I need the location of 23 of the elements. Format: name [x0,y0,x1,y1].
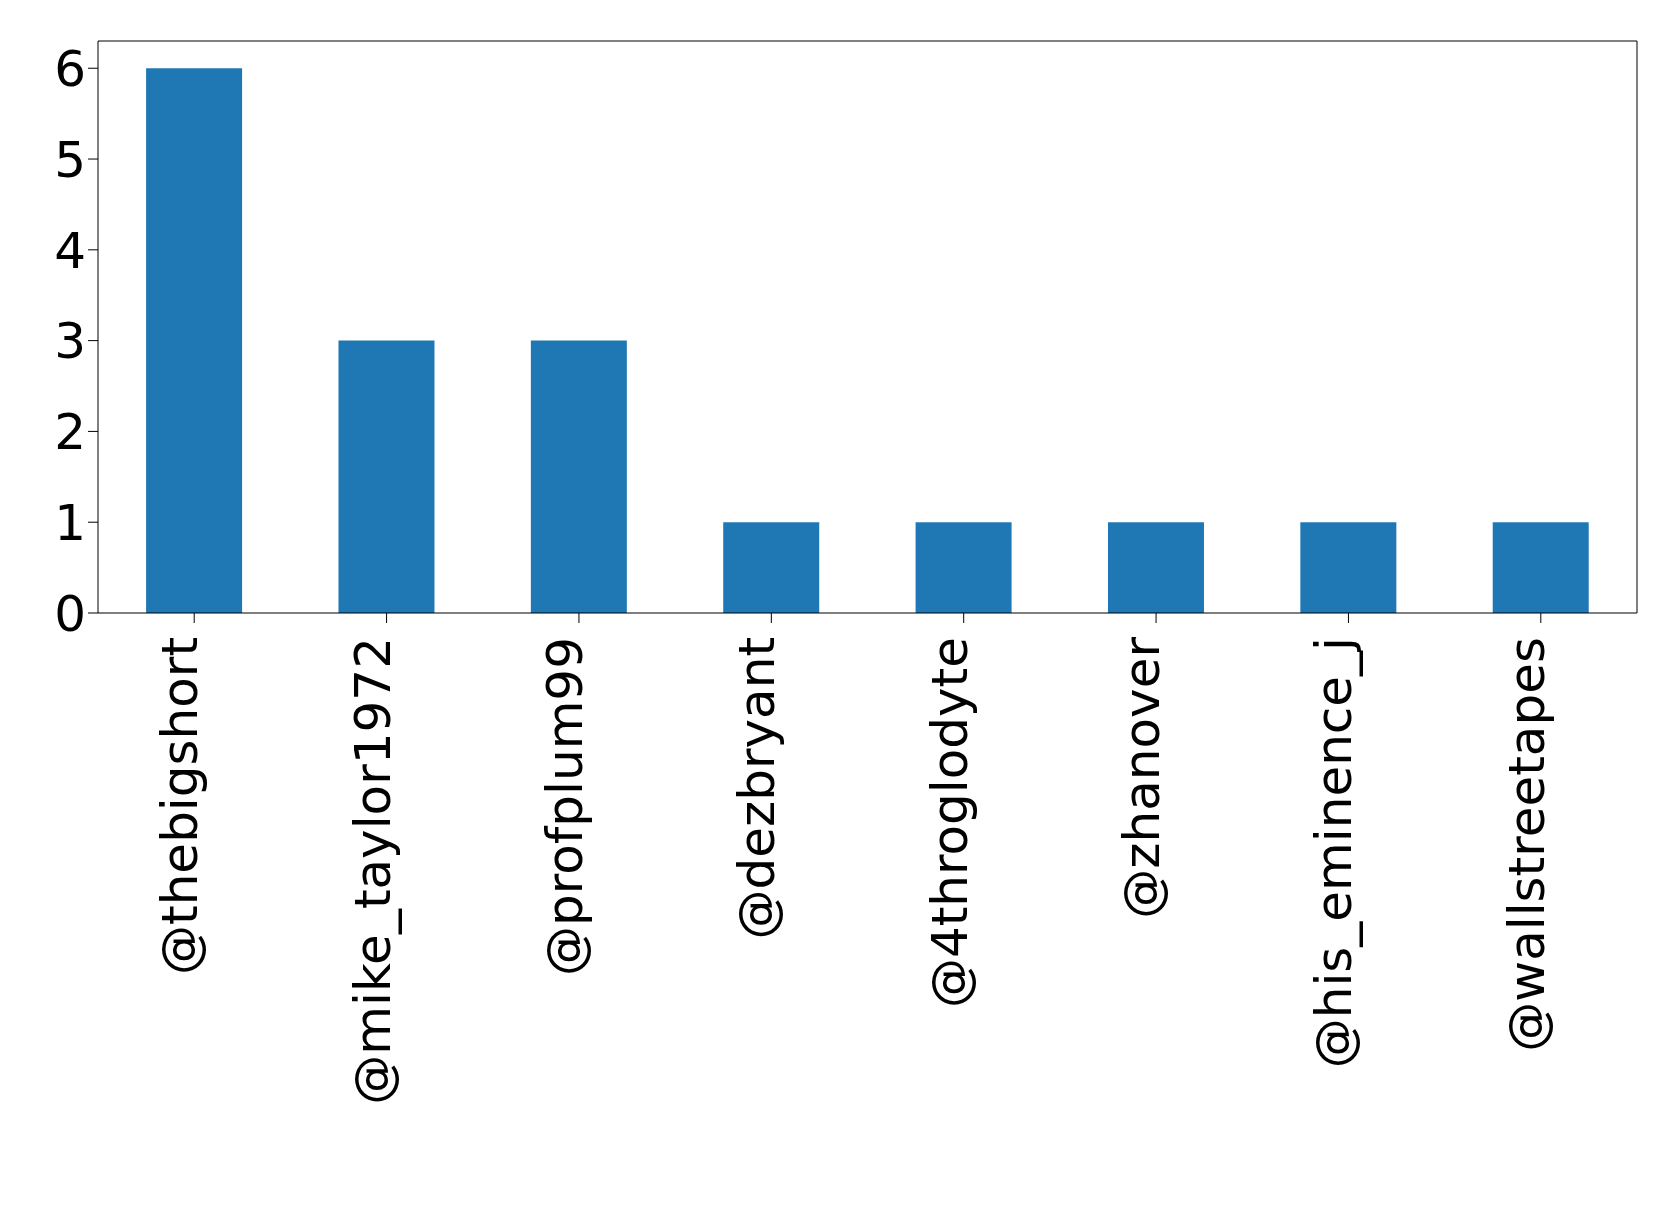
bar [1107,522,1204,613]
bar [146,68,243,613]
y-tick-label: 4 [54,221,86,280]
bar [723,522,820,613]
bar [1492,522,1589,613]
y-tick-label: 1 [54,493,86,552]
x-tick-label: @4throglodyte [920,637,979,1009]
x-tick-label: @zhanover [1113,636,1172,919]
x-tick-label: @profplum99 [535,637,594,977]
x-tick-label: @thebigshort [151,637,210,975]
y-tick-label: 0 [54,584,86,643]
y-tick-label: 6 [54,39,86,98]
bar [915,522,1012,613]
x-tick-label: @his_eminence_j [1305,637,1364,1069]
y-tick-label: 5 [54,130,86,189]
x-tick-label: @wallstreetapes [1497,637,1556,1052]
bar [1300,522,1397,613]
x-tick-label: @mike_taylor1972 [343,637,402,1105]
bar [530,340,627,613]
x-tick-label: @dezbryant [728,637,787,940]
bar [338,340,435,613]
y-tick-label: 3 [54,312,86,371]
y-tick-label: 2 [54,403,86,462]
